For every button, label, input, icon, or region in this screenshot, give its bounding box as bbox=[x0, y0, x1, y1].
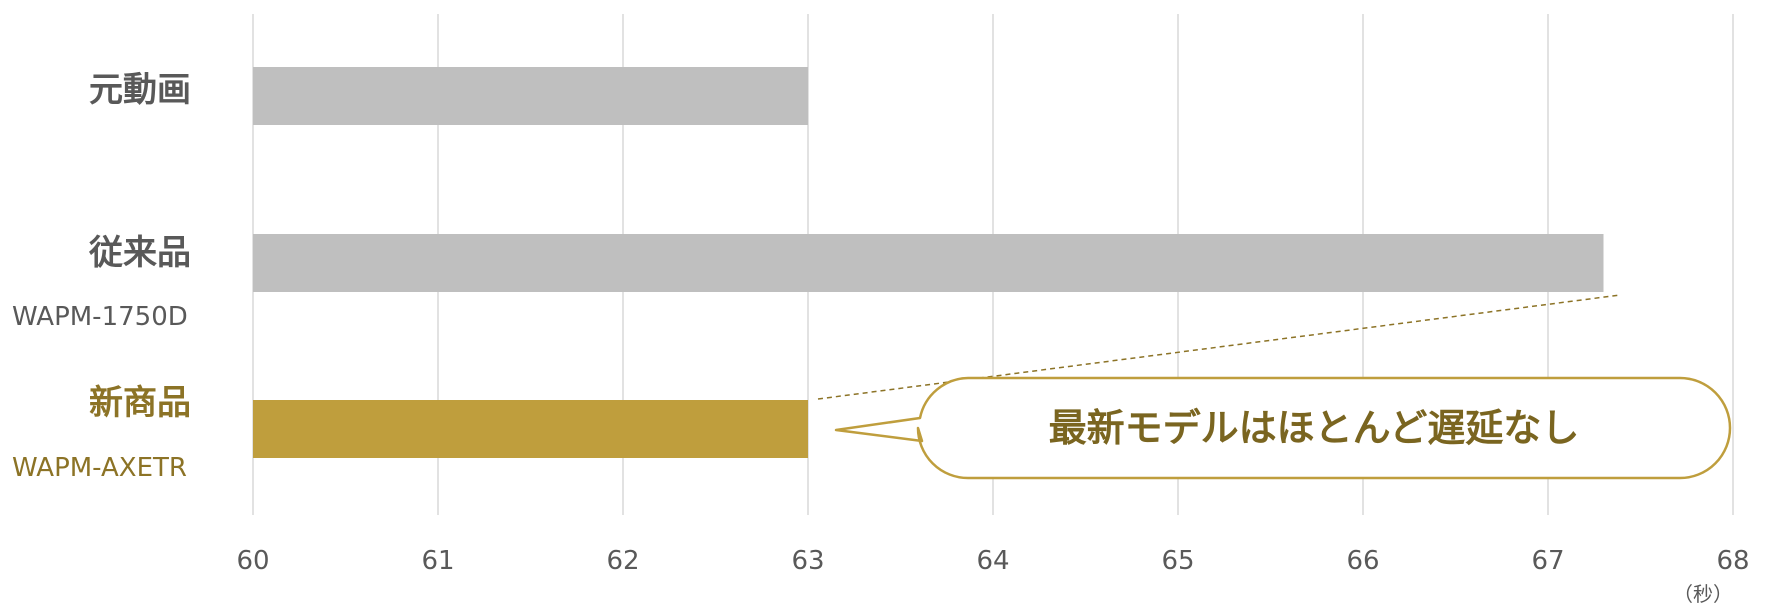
x-tick-label: 65 bbox=[1161, 546, 1194, 576]
category-model-label: WAPM-1750D bbox=[12, 302, 188, 332]
category-name-label: 元動画 bbox=[89, 70, 191, 110]
bar bbox=[253, 400, 808, 458]
x-tick-label: 61 bbox=[421, 546, 454, 576]
category-name-label: 従来品 bbox=[88, 233, 191, 273]
bar bbox=[253, 234, 1604, 292]
x-tick-label: 62 bbox=[606, 546, 639, 576]
x-tick-label: 66 bbox=[1346, 546, 1379, 576]
x-axis-ticks: 60 61 62 63 64 65 66 67 68 bbox=[236, 546, 1749, 576]
callout: 最新モデルはほとんど遅延なし bbox=[817, 294, 1732, 480]
x-axis-unit-label: （秒） bbox=[1673, 582, 1733, 606]
x-tick-label: 68 bbox=[1716, 546, 1749, 576]
category-name-label: 新商品 bbox=[89, 383, 191, 423]
x-tick-label: 64 bbox=[976, 546, 1009, 576]
category-model-label: WAPM-AXETR bbox=[12, 453, 187, 483]
x-tick-label: 67 bbox=[1531, 546, 1564, 576]
x-tick-label: 60 bbox=[236, 546, 269, 576]
callout-text: 最新モデルはほとんど遅延なし bbox=[1049, 406, 1580, 450]
bar bbox=[253, 67, 808, 125]
callout-bubble bbox=[834, 376, 1732, 480]
bars bbox=[253, 67, 1604, 458]
x-tick-label: 63 bbox=[791, 546, 824, 576]
